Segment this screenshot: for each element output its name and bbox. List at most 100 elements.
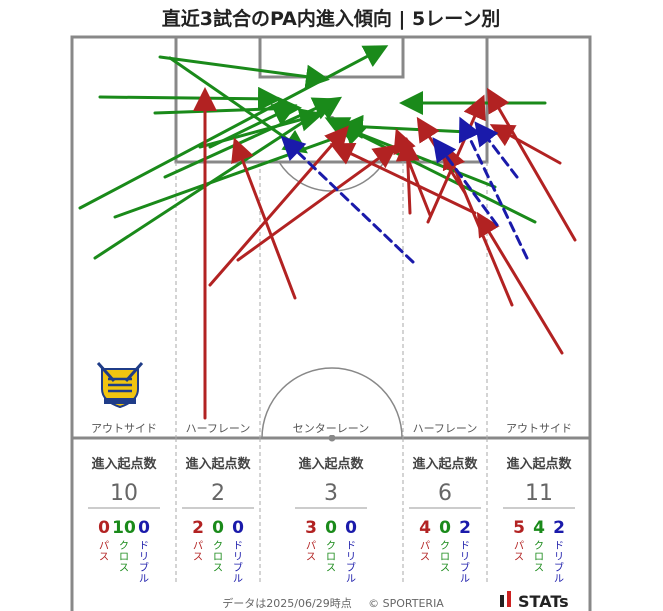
cross-arrow — [78, 45, 389, 210]
lane-total: 11 — [525, 481, 553, 506]
lane-dribble-label: ド — [233, 541, 243, 552]
lane-cross-label: ク — [213, 540, 223, 552]
lane-pass-label: パ — [420, 540, 430, 552]
cross-arrow — [113, 122, 369, 219]
cross-arrow — [93, 96, 343, 260]
goal-area — [258, 35, 405, 79]
lane-name-bg — [503, 421, 575, 435]
lane-cross-label: ス — [119, 563, 129, 574]
lane-header: 進入起点数 — [185, 456, 251, 472]
cross-arrow — [158, 55, 330, 89]
lane-dribble-label: ド — [554, 541, 564, 552]
lane-name: アウトサイド — [91, 422, 157, 435]
lane-dribble-label: ル — [139, 574, 149, 585]
cross-arrow — [334, 121, 497, 189]
lane-dribble-count: 0 — [138, 518, 150, 538]
lane-pass-label: ス — [306, 552, 316, 563]
lane-dribble-count: 0 — [232, 518, 244, 538]
lane-cross-count: 0 — [439, 518, 451, 538]
pass-arrow — [329, 142, 477, 215]
footer-logo: STATs — [518, 592, 569, 611]
cross-arrow — [98, 86, 282, 111]
lane-cross-label: ス — [534, 563, 544, 574]
lane-header: 進入起点数 — [91, 456, 157, 472]
lane-pass-count: 2 — [192, 518, 204, 538]
lane-total: 6 — [438, 481, 452, 506]
lane-cross-label: ス — [326, 563, 336, 574]
pass-arrow — [208, 125, 349, 287]
lane-cross-count: 0 — [212, 518, 224, 538]
lane-name-bg — [182, 421, 254, 435]
lane-cross-label: ク — [326, 540, 336, 552]
lane-dribble-label: リ — [460, 552, 470, 563]
lane-dribble-label: ル — [233, 574, 243, 585]
pass-arrow — [486, 87, 577, 242]
lane-name-bg — [88, 421, 160, 435]
lane-name: ハーフレーン — [186, 422, 251, 435]
cross-arrow — [208, 104, 298, 149]
pass-arrow — [236, 144, 398, 262]
dribble-arrow — [458, 116, 529, 260]
lane-dribble-label: リ — [346, 552, 356, 563]
team-crest-icon — [96, 362, 144, 409]
lane-cross-count: 0 — [325, 518, 337, 538]
lane-dribble-label: ブ — [460, 561, 470, 574]
lane-cross-label: ロ — [326, 552, 336, 563]
lane-names: アウトサイド ハーフレーン センターレーン ハーフレーン アウトサイド — [88, 421, 575, 435]
lane-pass-label: ス — [99, 552, 109, 563]
dribble-arrow — [280, 135, 415, 264]
lane-dribble-label: ブ — [346, 561, 356, 574]
pass-arrow — [489, 124, 562, 165]
lane-pass-label: ス — [514, 552, 524, 563]
pass-arrow — [442, 144, 514, 307]
lane-dribble-label: リ — [554, 552, 564, 563]
footer-date: データは2025/06/29時点 — [222, 596, 351, 610]
lane-cross-label: ス — [213, 563, 223, 574]
lane-dribble-label: ル — [346, 574, 356, 585]
lane-cross-count: 10 — [112, 518, 136, 538]
lane-dribble-count: 0 — [345, 518, 357, 538]
lane-total: 3 — [324, 481, 338, 506]
lane-cross-count: 4 — [533, 518, 545, 538]
pass-arrow — [393, 128, 432, 217]
lane-header: 進入起点数 — [506, 456, 572, 472]
lane-cross-label: ロ — [119, 552, 129, 563]
lane-name: ハーフレーン — [413, 422, 478, 435]
lane-cross-label: ロ — [440, 552, 450, 563]
lane-pass-count: 5 — [513, 518, 525, 538]
lane-pass-label: パ — [514, 540, 524, 552]
lane-cross-label: ク — [440, 540, 450, 552]
lane-pass-count: 3 — [305, 518, 317, 538]
lane-dribble-label: ド — [346, 541, 356, 552]
lane-cross-label: ク — [119, 540, 129, 552]
lane-dribble-count: 2 — [459, 518, 471, 538]
chart-title: 直近3試合のPA内進入傾向 | 5レーン別 — [162, 7, 501, 30]
lane-header: 進入起点数 — [412, 456, 478, 472]
lane-total: 10 — [110, 481, 138, 506]
lane-pass-label: ス — [193, 552, 203, 563]
lane-dribble-label: リ — [139, 552, 149, 563]
lane-name: センターレーン — [293, 422, 369, 435]
lane-name: アウトサイド — [506, 422, 572, 435]
footer-copyright: © SPORTERIA — [368, 597, 444, 610]
lane-dribble-label: ブ — [139, 561, 149, 574]
lane-dribble-label: ブ — [233, 561, 243, 574]
lane-dribble-label: ル — [460, 574, 470, 585]
pass-arrow — [231, 137, 297, 300]
stats-panel: 進入起点数100パス10クロス0ドリブル進入起点数22パス0クロス0ドリブル進入… — [88, 456, 575, 585]
lane-dribble-label: ル — [554, 574, 564, 585]
lane-dribble-label: ブ — [554, 561, 564, 574]
lane-dribble-label: ド — [460, 541, 470, 552]
lane-total: 2 — [211, 481, 225, 506]
lane-cross-label: ロ — [534, 552, 544, 563]
dribble-arrow — [432, 137, 499, 227]
lane-name-bg — [289, 421, 373, 435]
lane-pass-label: ス — [420, 552, 430, 563]
center-spot — [328, 434, 336, 442]
lane-pass-label: パ — [306, 540, 316, 552]
dribble-arrow — [474, 121, 519, 179]
lane-pass-label: パ — [99, 540, 109, 552]
lane-header: 進入起点数 — [298, 456, 364, 472]
lane-dribble-label: リ — [233, 552, 243, 563]
